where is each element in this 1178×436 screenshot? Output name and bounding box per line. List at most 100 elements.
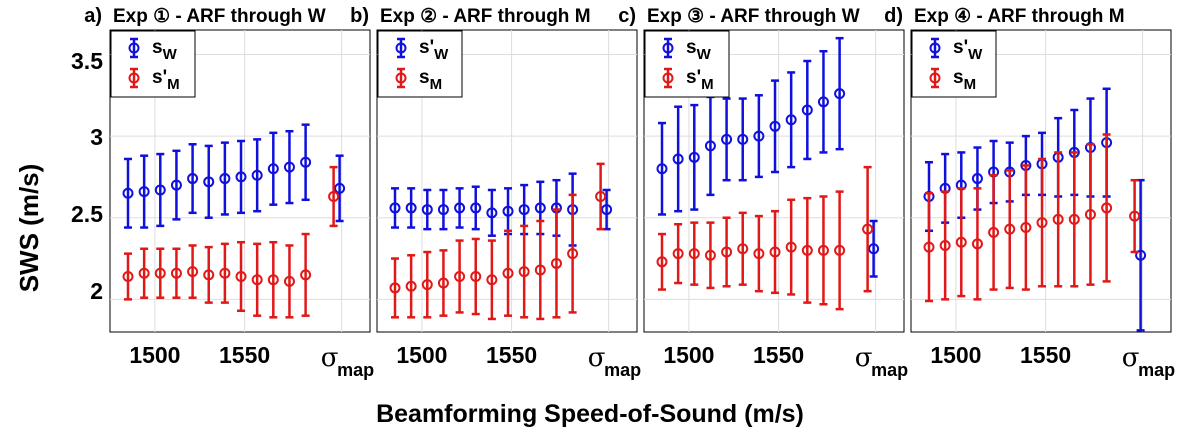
data-point bbox=[437, 277, 449, 289]
data-point bbox=[801, 104, 813, 116]
data-point bbox=[502, 267, 514, 279]
data-point bbox=[785, 114, 797, 126]
legend-marker bbox=[662, 42, 674, 54]
data-point bbox=[486, 207, 498, 219]
data-point bbox=[834, 244, 846, 256]
sigma-point bbox=[334, 182, 346, 194]
data-point bbox=[267, 274, 279, 286]
series-blue bbox=[656, 36, 880, 278]
data-point bbox=[300, 269, 312, 281]
data-point bbox=[122, 187, 134, 199]
data-point bbox=[122, 270, 134, 282]
data-point bbox=[154, 267, 166, 279]
data-point bbox=[939, 239, 951, 251]
series-red bbox=[656, 165, 874, 311]
legend-marker bbox=[929, 72, 941, 84]
data-point bbox=[1052, 213, 1064, 225]
sigma-point bbox=[601, 204, 613, 216]
panel-title: Exp ③ - ARF through W bbox=[647, 6, 860, 27]
legend-marker bbox=[395, 72, 407, 84]
series-red bbox=[923, 133, 1141, 303]
panel-title: Exp ① - ARF through W bbox=[113, 6, 326, 27]
data-point bbox=[518, 266, 530, 278]
sigma-point bbox=[595, 191, 607, 203]
sigma-map-tick-label: σ bbox=[588, 343, 606, 373]
data-point bbox=[1036, 217, 1048, 229]
data-point bbox=[753, 248, 765, 260]
data-point bbox=[437, 204, 449, 216]
data-point bbox=[154, 184, 166, 196]
x-tick-label: 1550 bbox=[753, 342, 804, 368]
data-point bbox=[486, 274, 498, 286]
legend-box bbox=[911, 30, 997, 98]
data-point bbox=[518, 204, 530, 216]
data-point bbox=[1020, 222, 1032, 234]
legend: sWs'M bbox=[644, 30, 730, 98]
panel-letter: b) bbox=[350, 5, 369, 27]
legend: s'WsM bbox=[911, 30, 997, 98]
data-point bbox=[389, 202, 401, 214]
panel-letter: d) bbox=[884, 5, 903, 27]
data-point bbox=[454, 202, 466, 214]
legend-box bbox=[644, 30, 730, 98]
data-point bbox=[421, 279, 433, 291]
data-point bbox=[550, 257, 562, 269]
sigma-map-subscript: map bbox=[604, 360, 641, 380]
data-point bbox=[1004, 223, 1016, 235]
data-point bbox=[405, 280, 417, 292]
sigma-point bbox=[1135, 249, 1147, 261]
data-point bbox=[203, 269, 215, 281]
data-point bbox=[203, 176, 215, 188]
data-point bbox=[737, 133, 749, 145]
x-tick-label: 1500 bbox=[396, 342, 447, 368]
panel-letter: a) bbox=[84, 5, 102, 27]
data-point bbox=[785, 241, 797, 253]
data-point bbox=[753, 130, 765, 142]
data-point bbox=[721, 133, 733, 145]
sigma-map-tick-label: σ bbox=[321, 343, 339, 373]
legend: s'WsM bbox=[377, 30, 463, 98]
panel-title: Exp ④ - ARF through M bbox=[914, 6, 1125, 27]
y-axis-label: SWS (m/s) bbox=[14, 164, 44, 293]
data-point bbox=[704, 249, 716, 261]
data-point bbox=[251, 274, 263, 286]
data-point bbox=[1068, 213, 1080, 225]
data-point bbox=[672, 248, 684, 260]
data-point bbox=[955, 236, 967, 248]
panel-letter: c) bbox=[618, 5, 636, 27]
data-point bbox=[704, 140, 716, 152]
data-point bbox=[534, 264, 546, 276]
legend-marker bbox=[128, 42, 140, 54]
data-point bbox=[138, 267, 150, 279]
panel-title: Exp ② - ARF through M bbox=[380, 6, 591, 27]
sigma-point bbox=[1129, 210, 1141, 222]
legend-box bbox=[110, 30, 196, 98]
x-tick-label: 1550 bbox=[486, 342, 537, 368]
data-point bbox=[170, 179, 182, 191]
series-blue bbox=[122, 123, 346, 229]
legend-box bbox=[377, 30, 463, 98]
y-tick-label: 2.5 bbox=[71, 201, 103, 227]
data-point bbox=[656, 163, 668, 175]
y-ticks: 3.5 3 2.5 2 bbox=[71, 48, 103, 304]
legend: sWs'M bbox=[110, 30, 196, 98]
data-point bbox=[1101, 202, 1113, 214]
x-tick-label: 1550 bbox=[1020, 342, 1071, 368]
data-point bbox=[405, 202, 417, 214]
data-point bbox=[817, 96, 829, 108]
data-point bbox=[283, 161, 295, 173]
x-tick-label: 1500 bbox=[930, 342, 981, 368]
data-point bbox=[454, 270, 466, 282]
series-red bbox=[122, 165, 340, 319]
data-point bbox=[300, 156, 312, 168]
y-tick-label: 3 bbox=[90, 124, 103, 150]
data-point bbox=[502, 205, 514, 217]
data-point bbox=[988, 226, 1000, 238]
x-tick-label: 1500 bbox=[129, 342, 180, 368]
sigma-map-subscript: map bbox=[1138, 360, 1175, 380]
sigma-point bbox=[862, 223, 874, 235]
